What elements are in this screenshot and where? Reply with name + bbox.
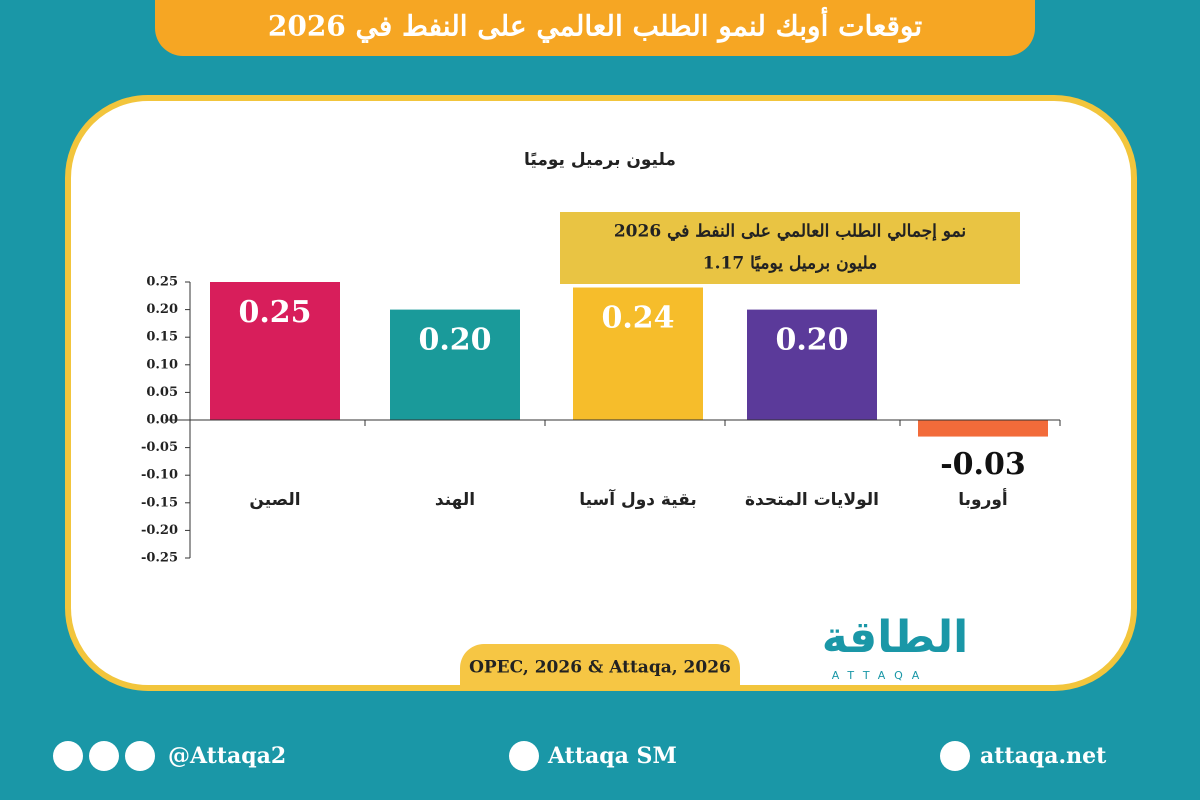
y-tick-label: 0.25 bbox=[146, 275, 178, 290]
y-tick-label: 0.20 bbox=[146, 302, 178, 317]
website[interactable]: attaqa.net bbox=[980, 743, 1107, 769]
source: OPEC, 2026 & Attaqa, 2026 bbox=[469, 658, 731, 678]
bar bbox=[390, 309, 520, 420]
annotation-line: 1.17 مليون برميل يوميًا bbox=[703, 254, 877, 274]
y-tick-label: -0.20 bbox=[141, 523, 178, 538]
logo-text: الطاقة bbox=[822, 612, 968, 663]
y-tick-label: 0.05 bbox=[146, 385, 178, 400]
x-tick-label: الصين bbox=[249, 490, 300, 510]
y-tick-label: -0.15 bbox=[141, 495, 178, 510]
y-tick-label: -0.10 bbox=[141, 468, 178, 483]
value-label: 0.20 bbox=[418, 323, 491, 358]
y-tick-label: -0.05 bbox=[141, 440, 178, 455]
value-label: -0.03 bbox=[940, 447, 1026, 482]
source-pill bbox=[460, 644, 740, 690]
web-icon[interactable] bbox=[940, 741, 970, 771]
x-tick-label: بقية دول آسيا bbox=[579, 488, 697, 510]
unit-label: مليون برميل يوميًا bbox=[524, 150, 676, 170]
value-label: 0.20 bbox=[775, 323, 848, 358]
x-tick-label: الولايات المتحدة bbox=[745, 490, 879, 510]
annotation-line: نمو إجمالي الطلب العالمي على النفط في 20… bbox=[614, 222, 966, 242]
title-banner bbox=[155, 0, 1035, 56]
value-label: 0.24 bbox=[601, 301, 674, 336]
annotation-box bbox=[560, 212, 1020, 284]
y-tick-label: -0.25 bbox=[141, 551, 178, 566]
logo-latin: ATTAQA bbox=[832, 669, 929, 682]
bar bbox=[918, 420, 1048, 437]
social-icons bbox=[53, 741, 970, 771]
youtube-icon[interactable] bbox=[509, 741, 539, 771]
y-tick-label: 0.00 bbox=[146, 413, 178, 428]
youtube-handle[interactable]: Attaqa SM bbox=[547, 743, 677, 769]
bar bbox=[210, 282, 340, 420]
facebook-icon[interactable] bbox=[125, 741, 155, 771]
chart-title: توقعات أوبك لنمو الطلب العالمي على النفط… bbox=[268, 8, 922, 44]
bar bbox=[747, 309, 877, 420]
social-handle[interactable]: @Attaqa2 bbox=[168, 743, 286, 769]
x-tick-label: أوروبا bbox=[958, 488, 1008, 510]
bar bbox=[573, 287, 703, 420]
x-tick-label: الهند bbox=[435, 490, 475, 510]
y-tick-label: 0.15 bbox=[146, 330, 178, 345]
x-icon[interactable] bbox=[53, 741, 83, 771]
y-tick-label: 0.10 bbox=[146, 357, 178, 372]
value-label: 0.25 bbox=[238, 295, 311, 330]
instagram-icon[interactable] bbox=[89, 741, 119, 771]
